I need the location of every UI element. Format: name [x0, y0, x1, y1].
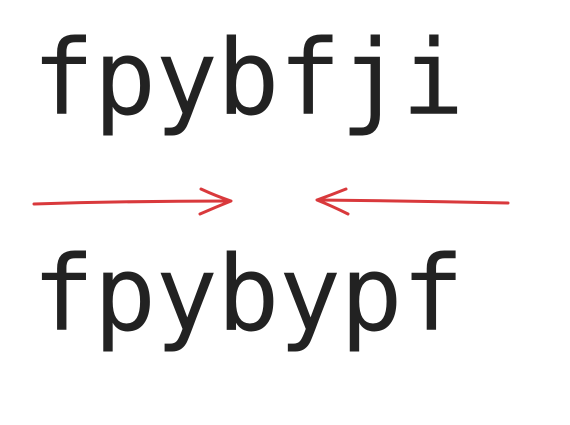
- right-arrow-icon: [32, 187, 233, 216]
- bottom-word: fpybypf: [32, 233, 464, 355]
- left-arrow-icon: [315, 187, 510, 216]
- top-word: fpybfji: [32, 17, 464, 139]
